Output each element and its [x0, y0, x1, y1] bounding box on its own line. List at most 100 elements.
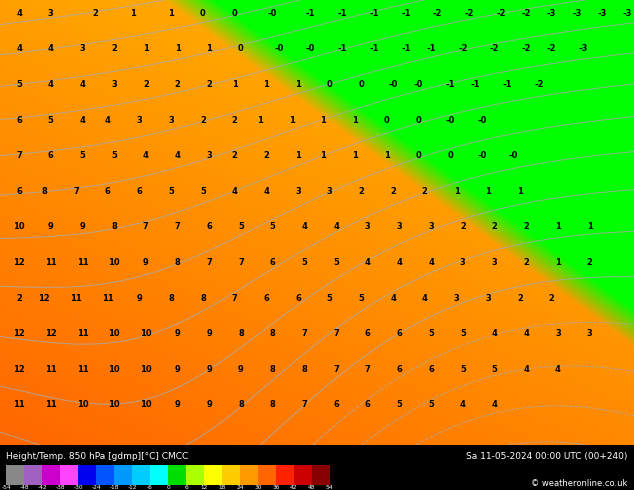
Text: 8: 8	[269, 329, 276, 338]
Bar	[258, 465, 276, 485]
Text: 36: 36	[272, 486, 280, 490]
Text: 6: 6	[365, 329, 371, 338]
Bar	[60, 465, 78, 485]
Text: 11: 11	[45, 400, 56, 409]
Text: 3: 3	[428, 222, 434, 231]
Text: 3: 3	[48, 9, 54, 18]
Text: 2: 2	[422, 187, 428, 196]
Text: 7: 7	[73, 187, 79, 196]
Bar	[312, 465, 330, 485]
Text: 9: 9	[174, 329, 181, 338]
Bar	[294, 465, 312, 485]
Text: 1: 1	[288, 116, 295, 124]
Text: -30: -30	[74, 486, 83, 490]
Bar	[240, 465, 258, 485]
Text: 8: 8	[41, 187, 48, 196]
Text: 6: 6	[396, 365, 403, 374]
Text: 3: 3	[365, 222, 371, 231]
Text: 1: 1	[231, 80, 238, 89]
Text: 10: 10	[140, 329, 152, 338]
Text: 1: 1	[320, 116, 327, 124]
Text: -38: -38	[55, 486, 65, 490]
Text: 10: 10	[108, 365, 120, 374]
Text: -0: -0	[477, 116, 486, 124]
Text: 2: 2	[390, 187, 396, 196]
Text: 0: 0	[231, 9, 238, 18]
Text: 5: 5	[327, 294, 333, 303]
Text: -54: -54	[1, 486, 11, 490]
Text: 0: 0	[200, 9, 206, 18]
Text: 12: 12	[200, 486, 207, 490]
Text: © weatheronline.co.uk: © weatheronline.co.uk	[531, 479, 628, 488]
Text: 5: 5	[460, 329, 466, 338]
Text: 5: 5	[200, 187, 206, 196]
Text: 5: 5	[428, 329, 434, 338]
Text: 5: 5	[168, 187, 174, 196]
Text: 24: 24	[236, 486, 243, 490]
Text: -1: -1	[306, 9, 315, 18]
Text: 4: 4	[491, 400, 498, 409]
Text: 0: 0	[238, 45, 244, 53]
Text: -48: -48	[20, 486, 29, 490]
Text: 3: 3	[327, 187, 333, 196]
Text: 5: 5	[269, 222, 276, 231]
Text: 9: 9	[206, 365, 212, 374]
Text: 1: 1	[320, 151, 327, 160]
Text: 3: 3	[295, 187, 301, 196]
Bar	[6, 465, 24, 485]
Text: 9: 9	[136, 294, 143, 303]
Text: 7: 7	[174, 222, 181, 231]
Text: 5: 5	[358, 294, 365, 303]
Text: 11: 11	[45, 258, 56, 267]
Text: 9: 9	[174, 365, 181, 374]
Text: 4: 4	[79, 80, 86, 89]
Text: 1: 1	[384, 151, 390, 160]
Text: 1: 1	[352, 116, 358, 124]
Bar	[42, 465, 60, 485]
Text: 2: 2	[231, 151, 238, 160]
Text: 2: 2	[358, 187, 365, 196]
Text: 11: 11	[70, 294, 82, 303]
Text: 4: 4	[390, 294, 396, 303]
Text: 1: 1	[130, 9, 136, 18]
Text: -3: -3	[547, 9, 556, 18]
Text: 7: 7	[301, 400, 307, 409]
Text: 1: 1	[295, 151, 301, 160]
Text: -1: -1	[401, 9, 410, 18]
Text: 4: 4	[79, 116, 86, 124]
Text: 1: 1	[555, 222, 561, 231]
Text: 4: 4	[460, 400, 466, 409]
Text: 9: 9	[79, 222, 86, 231]
Bar	[78, 465, 96, 485]
Bar	[276, 465, 294, 485]
Text: 3: 3	[491, 258, 498, 267]
Text: 11: 11	[13, 400, 25, 409]
Text: -2: -2	[496, 9, 505, 18]
Text: 2: 2	[491, 222, 498, 231]
Text: -24: -24	[91, 486, 101, 490]
Text: 4: 4	[48, 80, 54, 89]
Text: 6: 6	[269, 258, 276, 267]
Text: 6: 6	[333, 400, 339, 409]
Text: -0: -0	[477, 151, 486, 160]
Text: -1: -1	[471, 80, 480, 89]
Text: 12: 12	[13, 329, 25, 338]
Text: 11: 11	[77, 365, 88, 374]
Text: 4: 4	[333, 222, 339, 231]
Text: 3: 3	[79, 45, 86, 53]
Text: 10: 10	[140, 400, 152, 409]
Text: 1: 1	[352, 151, 358, 160]
Text: 1: 1	[295, 80, 301, 89]
Bar	[168, 465, 186, 485]
Text: 3: 3	[460, 258, 466, 267]
Text: 3: 3	[396, 222, 403, 231]
Text: 2: 2	[523, 222, 529, 231]
Text: 7: 7	[238, 258, 244, 267]
Text: -2: -2	[490, 45, 499, 53]
Text: 2: 2	[517, 294, 523, 303]
Text: -12: -12	[127, 486, 137, 490]
Bar	[150, 465, 168, 485]
Text: 4: 4	[365, 258, 371, 267]
Text: 8: 8	[111, 222, 117, 231]
Text: -2: -2	[433, 9, 442, 18]
